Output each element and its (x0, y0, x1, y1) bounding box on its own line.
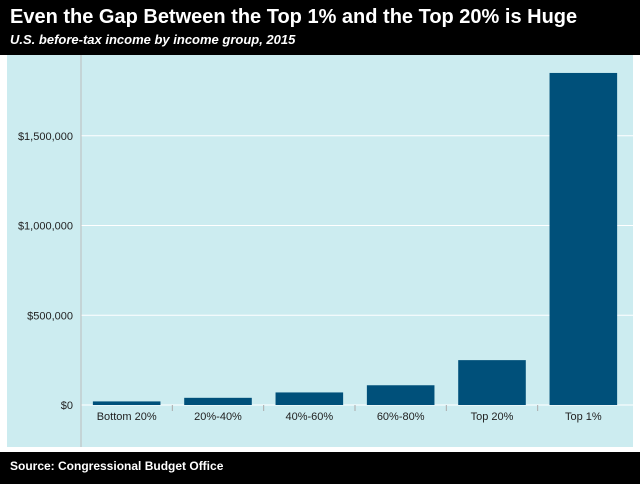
bar-bottom-20- (92, 401, 161, 405)
bar-40-60- (275, 392, 344, 405)
y-axis-ticks: $0 $500,000 $1,000,000 $1,500,000 (18, 131, 73, 412)
chart-footer: Source: Congressional Budget Office (0, 452, 640, 484)
y-tick-label: $1,500,000 (18, 131, 73, 143)
gridlines (81, 135, 633, 406)
bar-60-80- (366, 385, 435, 405)
chart-title: Even the Gap Between the Top 1% and the … (10, 6, 578, 28)
x-category-label: 60%-80% (377, 411, 425, 423)
x-category-label: Top 1% (565, 411, 602, 423)
y-tick-label: $0 (61, 400, 73, 412)
x-axis-labels: Bottom 20% 20%-40% 40%-60% 60%-80% Top 20% To… (97, 405, 602, 423)
bar-top-20- (458, 360, 526, 405)
source-note: Source: Congressional Budget Office (10, 459, 224, 473)
x-category-label: 20%-40% (194, 411, 242, 423)
bar-20-40- (184, 397, 252, 405)
y-tick-label: $500,000 (27, 310, 73, 322)
x-category-label: Top 20% (471, 411, 514, 423)
plot-background (7, 55, 633, 447)
bars (92, 72, 618, 405)
bar-chart: $0 $500,000 $1,000,000 $1,500,000 Bottom 20… (7, 55, 633, 447)
chart-header: Even the Gap Between the Top 1% and the … (0, 0, 640, 55)
chart-subtitle: U.S. before-tax income by income group, … (10, 32, 296, 47)
x-category-label: Bottom 20% (97, 411, 157, 423)
y-tick-label: $1,000,000 (18, 221, 73, 233)
bar-top-1- (549, 72, 618, 405)
x-category-label: 40%-60% (285, 411, 333, 423)
